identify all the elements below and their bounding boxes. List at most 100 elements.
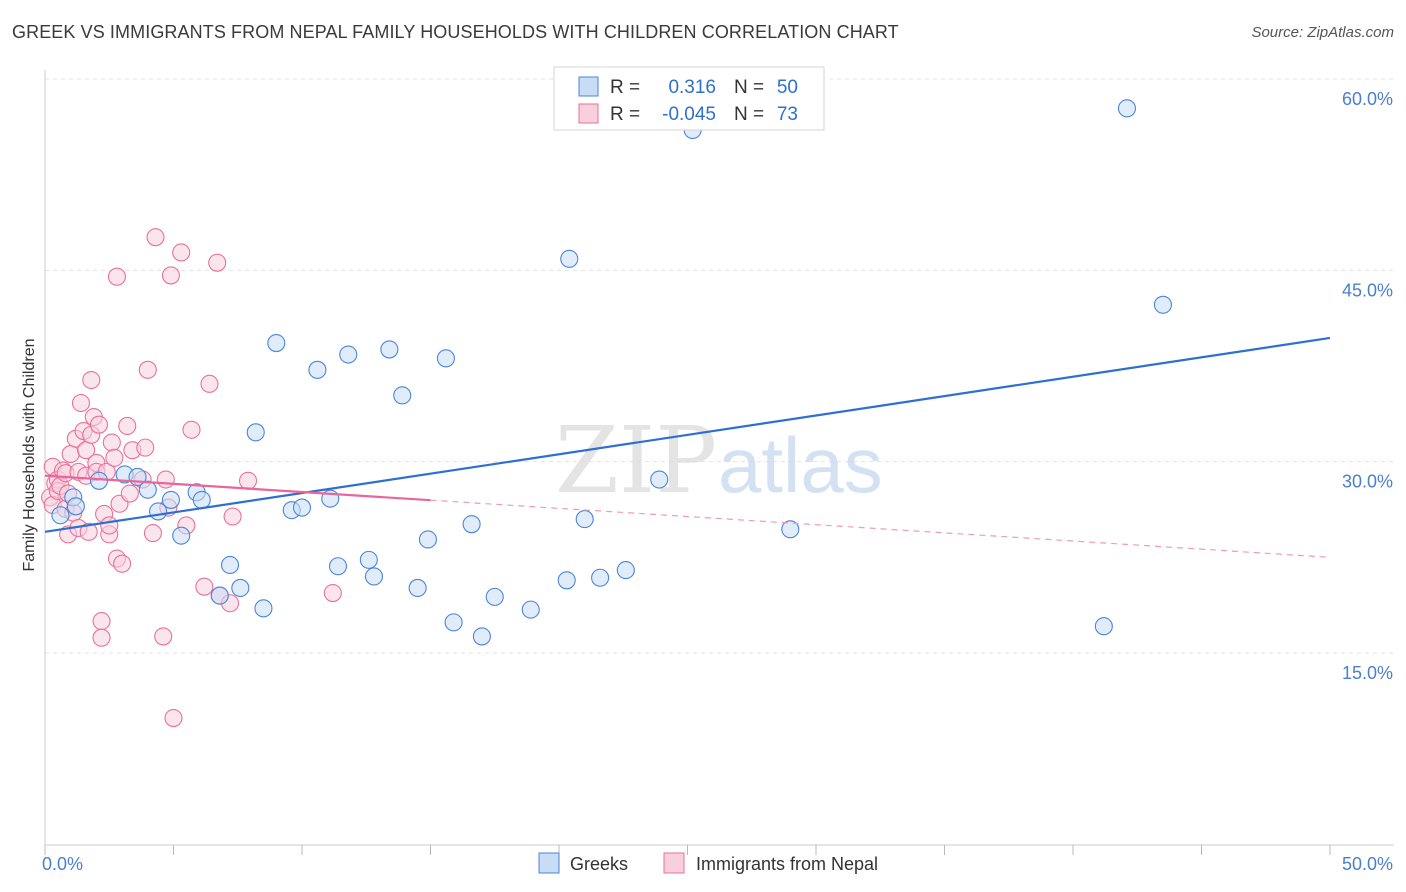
greek-point-45 (1094, 617, 1113, 636)
grid-lines (45, 78, 1394, 654)
nepal-point-53 (172, 243, 191, 262)
greek-point-32 (462, 515, 481, 534)
nepal-point-27 (89, 415, 109, 434)
legend-greeks-r-value: 0.316 (668, 77, 716, 98)
greek-point-17 (267, 333, 286, 353)
nepal-point-28 (92, 612, 111, 631)
greek-point-33 (472, 627, 491, 646)
nepal-point-63 (323, 583, 342, 603)
legend-nepal-n-value: 73 (777, 104, 798, 125)
watermark-zip: ZIP (555, 407, 717, 514)
greek-point-39 (591, 568, 610, 587)
greek-point-12 (210, 586, 229, 605)
nepal-trend-extension (430, 499, 1331, 558)
legend-nepal-n-label: N = (734, 104, 764, 125)
legend-greeks-n-label: N = (734, 77, 764, 98)
nepal-point-56 (195, 577, 214, 596)
greek-point-19 (292, 498, 312, 517)
greek-point-11 (192, 490, 211, 509)
nepal-point-41 (120, 484, 139, 503)
y-tick-label-1: 30.0% (1342, 472, 1393, 492)
greek-point-38 (575, 510, 594, 529)
x-tick-labels: 0.0% 50.0% (42, 854, 1393, 874)
nepal-point-33 (100, 516, 119, 535)
nepal-point-61 (223, 507, 242, 526)
trend-lines (44, 336, 1331, 558)
nepal-point-39 (113, 554, 132, 573)
source-label: Source: ZipAtlas.com (1251, 24, 1394, 41)
chart-title: GREEK VS IMMIGRANTS FROM NEPAL FAMILY HO… (12, 22, 899, 42)
nepal-point-22 (82, 370, 101, 390)
legend-greeks-swatch (578, 76, 599, 97)
greek-point-8 (161, 490, 180, 509)
nepal-point-57 (200, 374, 219, 393)
bottom-legend-greeks-swatch (538, 852, 560, 874)
watermark: ZIP atlas (555, 407, 883, 514)
stats-legend: R = 0.316 N = 50 R = -0.045 N = 73 (553, 66, 825, 131)
bottom-legend-nepal-label: Immigrants from Nepal (696, 854, 878, 874)
greek-point-34 (485, 587, 504, 606)
y-tick-label-3: 60.0% (1342, 89, 1393, 109)
y-tick-label-0: 15.0% (1342, 663, 1393, 683)
greek-point-36 (557, 571, 576, 590)
axes (44, 70, 1394, 855)
nepal-point-21 (79, 522, 98, 541)
legend-nepal-swatch (578, 103, 599, 124)
greek-point-37 (560, 249, 579, 268)
greek-point-29 (418, 530, 437, 549)
greek-point-0 (51, 506, 70, 525)
y-tick-labels: 15.0% 30.0% 45.0% 60.0% (1342, 89, 1393, 683)
nepal-point-34 (102, 433, 121, 452)
nepal-point-44 (136, 438, 155, 457)
greek-point-20 (308, 360, 327, 379)
nepal-point-40 (118, 416, 137, 436)
y-axis-title: Family Households with Children (21, 339, 38, 572)
greek-point-9 (172, 526, 191, 545)
greeks-trend-line (44, 336, 1331, 533)
greek-point-15 (246, 423, 265, 442)
greek-point-25 (364, 567, 384, 586)
nepal-points (41, 228, 342, 728)
nepal-point-17 (71, 393, 91, 413)
greek-point-3 (89, 471, 109, 490)
greek-point-13 (220, 555, 240, 575)
greek-point-22 (328, 557, 348, 576)
bottom-legend-nepal-swatch (663, 852, 685, 874)
greek-point-16 (254, 599, 273, 618)
legend-greeks-r-label: R = (610, 77, 640, 98)
nepal-point-12 (61, 444, 80, 464)
greek-point-47 (1153, 295, 1172, 314)
greek-point-23 (339, 345, 358, 364)
legend-nepal-r-value: -0.045 (662, 104, 716, 125)
legend-nepal-r-label: R = (610, 104, 640, 125)
y-tick-label-2: 45.0% (1342, 280, 1393, 300)
nepal-point-46 (143, 524, 162, 543)
greeks-points (51, 99, 1172, 646)
bottom-legend-greeks-label: Greeks (570, 854, 628, 874)
greek-point-44 (781, 520, 800, 539)
greek-point-27 (393, 386, 412, 405)
nepal-point-48 (154, 627, 173, 646)
greek-point-24 (359, 550, 378, 569)
greek-point-2 (66, 497, 85, 516)
greek-point-46 (1117, 99, 1137, 118)
nepal-point-58 (208, 253, 227, 272)
nepal-point-51 (161, 266, 180, 285)
x-tick-label-1: 50.0% (1342, 854, 1393, 874)
nepal-trend-line (44, 474, 431, 502)
greek-point-30 (436, 349, 455, 368)
greek-point-28 (408, 578, 427, 597)
nepal-point-62 (238, 471, 258, 490)
legend-greeks-n-value: 50 (777, 77, 798, 98)
greek-point-14 (231, 578, 250, 597)
nepal-point-35 (105, 448, 124, 467)
nepal-point-49 (156, 470, 175, 489)
nepal-point-45 (138, 360, 157, 379)
nepal-point-47 (146, 228, 165, 247)
greek-point-26 (380, 340, 399, 359)
greek-point-40 (616, 561, 635, 580)
series-legend: Greeks Immigrants from Nepal (538, 852, 878, 874)
nepal-point-29 (92, 628, 111, 647)
greek-point-41 (650, 470, 669, 489)
